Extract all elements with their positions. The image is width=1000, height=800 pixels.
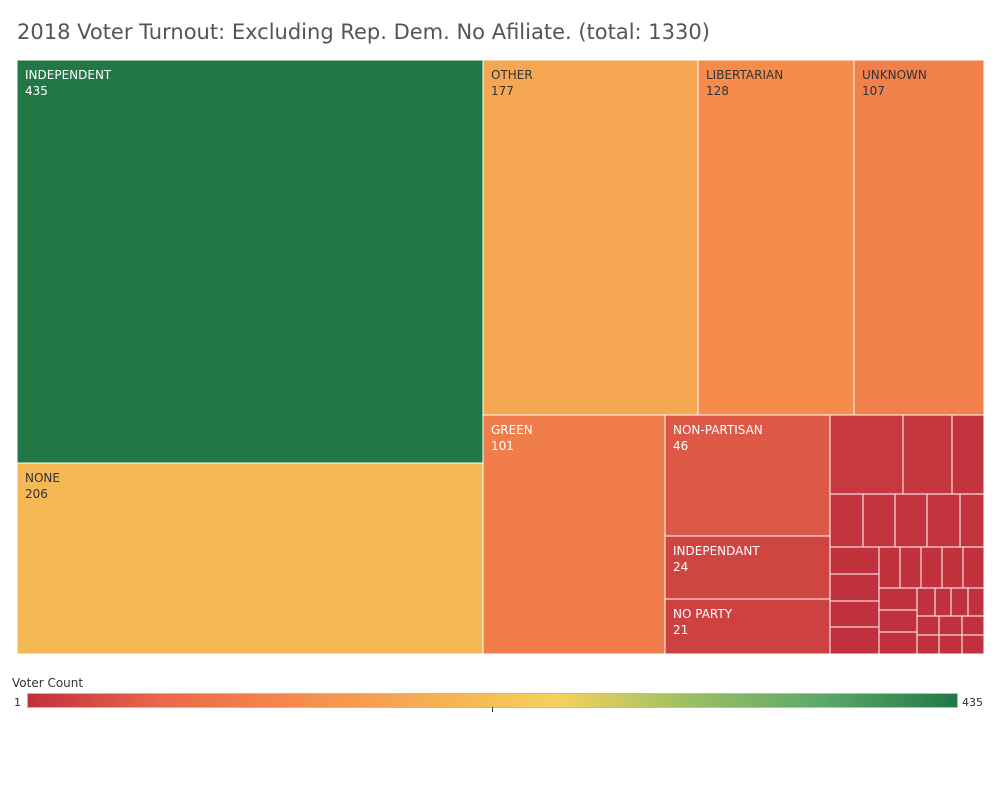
tile-rect-other[interactable] bbox=[482, 59, 699, 416]
tile-value-unknown: 107 bbox=[862, 84, 885, 98]
small-tile[interactable] bbox=[916, 615, 940, 636]
small-tile[interactable] bbox=[938, 615, 963, 636]
small-tile[interactable] bbox=[967, 587, 985, 617]
tile-value-none: 206 bbox=[25, 487, 48, 501]
legend-center-tick bbox=[492, 707, 493, 712]
chart-title: 2018 Voter Turnout: Excluding Rep. Dem. … bbox=[17, 20, 710, 44]
tile-label-non-partisan: NON-PARTISAN bbox=[673, 423, 763, 437]
tile-independent[interactable]: INDEPENDENT 435 bbox=[16, 59, 484, 464]
tile-label-unknown: UNKNOWN bbox=[862, 68, 927, 82]
small-tile[interactable] bbox=[829, 626, 880, 655]
small-tile[interactable] bbox=[951, 414, 985, 495]
small-tile[interactable] bbox=[926, 493, 961, 548]
tile-label-independent: INDEPENDENT bbox=[25, 68, 112, 82]
tile-value-no-party: 21 bbox=[673, 623, 688, 637]
small-tile[interactable] bbox=[878, 609, 918, 633]
small-tile[interactable] bbox=[894, 493, 928, 548]
small-tile[interactable] bbox=[961, 634, 985, 655]
tile-value-green: 101 bbox=[491, 439, 514, 453]
treemap-chart: INDEPENDENT 435 NONE 206 OTHER 177 LIBERTARIAN… bbox=[16, 59, 985, 655]
small-tile[interactable] bbox=[829, 493, 864, 548]
tile-unknown[interactable]: UNKNOWN 107 bbox=[853, 59, 985, 416]
tile-none[interactable]: NONE 206 bbox=[16, 462, 484, 655]
legend-max-label: 435 bbox=[962, 696, 983, 709]
tile-label-no-party: NO PARTY bbox=[673, 607, 733, 621]
tile-value-non-partisan: 46 bbox=[673, 439, 688, 453]
small-tile[interactable] bbox=[899, 546, 922, 589]
tile-rect-independant[interactable] bbox=[664, 535, 831, 600]
tile-rect-non-partisan[interactable] bbox=[664, 414, 831, 537]
small-tile[interactable] bbox=[829, 573, 880, 602]
tile-libertarian[interactable]: LIBERTARIAN 128 bbox=[697, 59, 855, 416]
small-tile[interactable] bbox=[902, 414, 953, 495]
small-tile[interactable] bbox=[878, 587, 918, 611]
color-legend-bar[interactable] bbox=[27, 693, 958, 708]
small-tile[interactable] bbox=[934, 587, 952, 617]
small-tile[interactable] bbox=[862, 493, 896, 548]
small-tile[interactable] bbox=[829, 414, 904, 495]
tile-label-independant: INDEPENDANT bbox=[673, 544, 760, 558]
tile-value-independant: 24 bbox=[673, 560, 688, 574]
tile-rect-libertarian[interactable] bbox=[697, 59, 855, 416]
small-tile[interactable] bbox=[829, 600, 880, 628]
small-tile[interactable] bbox=[961, 615, 985, 636]
tile-no-party[interactable]: NO PARTY 21 bbox=[664, 598, 831, 655]
tile-rect-none[interactable] bbox=[16, 462, 484, 655]
tile-rect-green[interactable] bbox=[482, 414, 666, 655]
small-tile[interactable] bbox=[920, 546, 943, 589]
small-tile[interactable] bbox=[962, 546, 985, 589]
small-tile[interactable] bbox=[941, 546, 964, 589]
small-tile[interactable] bbox=[829, 546, 880, 575]
small-tile[interactable] bbox=[916, 587, 936, 617]
tile-rect-unknown[interactable] bbox=[853, 59, 985, 416]
tile-other[interactable]: OTHER 177 bbox=[482, 59, 699, 416]
small-tile[interactable] bbox=[938, 634, 963, 655]
small-tile[interactable] bbox=[950, 587, 969, 617]
legend-title: Voter Count bbox=[12, 676, 84, 690]
tile-label-green: GREEN bbox=[491, 423, 533, 437]
legend-min-label: 1 bbox=[14, 696, 21, 709]
tile-value-libertarian: 128 bbox=[706, 84, 729, 98]
small-tile[interactable] bbox=[959, 493, 985, 548]
tile-green[interactable]: GREEN 101 bbox=[482, 414, 666, 655]
tile-rect-no-party[interactable] bbox=[664, 598, 831, 655]
tile-independant[interactable]: INDEPENDANT 24 bbox=[664, 535, 831, 600]
tile-label-none: NONE bbox=[25, 471, 60, 485]
tile-label-libertarian: LIBERTARIAN bbox=[706, 68, 783, 82]
tile-rect-independent[interactable] bbox=[16, 59, 484, 464]
small-tile[interactable] bbox=[916, 634, 940, 655]
tile-value-other: 177 bbox=[491, 84, 514, 98]
tile-non-partisan[interactable]: NON-PARTISAN 46 bbox=[664, 414, 831, 537]
tile-value-independent: 435 bbox=[25, 84, 48, 98]
small-tile[interactable] bbox=[878, 631, 918, 655]
tile-label-other: OTHER bbox=[491, 68, 533, 82]
small-tile[interactable] bbox=[878, 546, 901, 589]
